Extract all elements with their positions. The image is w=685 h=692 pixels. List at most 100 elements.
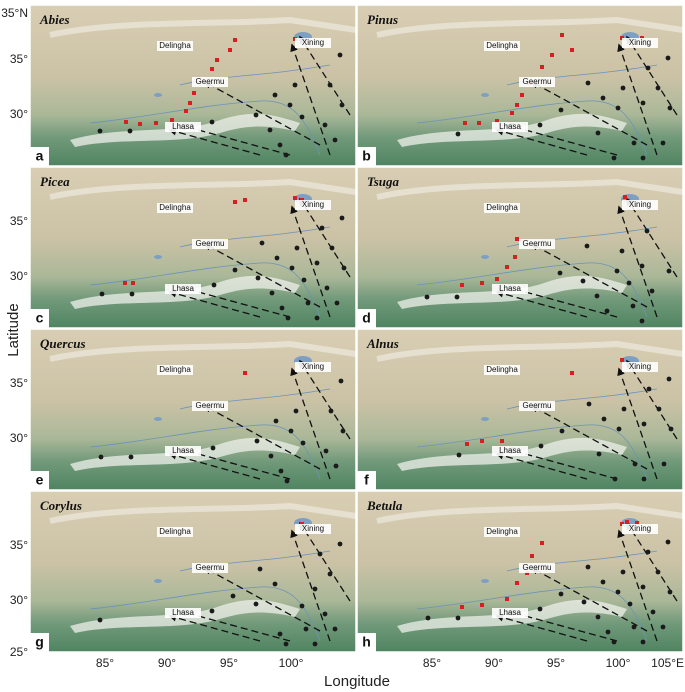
city-label: Geermu [523,77,552,86]
red-site [233,38,237,42]
red-site [540,65,544,69]
red-site [500,439,504,443]
city-label: Lhasa [499,122,521,131]
red-site [513,255,517,259]
city-label-box [492,608,528,618]
migration-arrow [168,127,261,156]
city-label-box [165,608,201,618]
migration-arrow [299,197,351,278]
black-site [665,539,671,545]
migration-arrow [495,127,588,156]
migration-arrow [178,446,291,480]
black-site [640,584,646,590]
migration-arrow [299,35,351,116]
black-site [277,142,283,148]
black-site [292,82,298,88]
red-site [138,122,142,126]
black-site [640,100,646,106]
black-site [332,137,338,143]
city-label-box [484,365,520,375]
black-site [267,127,273,133]
city-label-box [519,77,555,87]
black-site [319,225,325,231]
black-site [604,308,610,314]
black-site [537,122,543,128]
red-site [570,48,574,52]
black-site [339,102,345,108]
mountain-range [49,178,357,200]
black-site [538,443,544,449]
black-site [314,260,320,266]
city-label: Delingha [486,365,518,374]
y-tick-label: 35° [10,538,28,552]
red-site [480,439,484,443]
black-site [98,454,104,460]
city-label: Xining [302,200,324,209]
mountain-range [376,502,684,524]
red-site [505,265,509,269]
city-label: Lhasa [172,446,194,455]
panel-letter: f [364,472,369,488]
migration-arrow [626,35,678,116]
black-site [314,315,320,321]
city-label-box [165,446,201,456]
panel-letter-box [357,147,376,166]
black-site [644,228,650,234]
red-site [510,111,514,115]
city-label: Xining [302,524,324,533]
city-label-box [484,203,520,213]
black-site [209,608,215,614]
river [416,100,648,156]
black-site [274,255,280,261]
panel-letter-box [30,633,49,652]
city-label-box [622,362,658,372]
black-site [646,386,652,392]
migration-arrow [290,529,331,642]
city-label: Geermu [523,239,552,248]
genus-name: Betula [366,498,403,513]
x-axis-label: Longitude [324,673,390,690]
city-label: Xining [302,362,324,371]
black-site [299,603,305,609]
panel-border [29,4,357,167]
migration-arrow [168,289,261,318]
city-label-box [192,239,228,249]
black-site [329,245,335,251]
migration-arrow [290,367,331,480]
black-site [128,454,134,460]
city-label-box [622,38,658,48]
red-site [463,121,467,125]
black-site [232,267,238,273]
city-label-box [192,563,228,573]
panel-letter: a [36,148,44,164]
black-site [323,448,329,454]
panel-border [29,328,357,491]
city-label: Xining [629,38,651,47]
red-site [480,603,484,607]
y-tick-label: 30° [10,107,28,121]
panel-letter: d [362,310,371,326]
mountain-range [376,178,684,200]
black-site [333,463,339,469]
map-panel: Delingha Xining Geermu Lhasa Pinus b [356,4,684,167]
panel-letter-box [30,147,49,166]
panel-letter-box [357,309,376,328]
black-site [327,571,333,577]
river [416,424,648,480]
red-site [540,541,544,545]
black-site [641,421,647,427]
y-tick-label: 35°N [1,6,28,20]
red-site [635,521,639,525]
black-site [255,275,261,281]
city-label-box [192,401,228,411]
black-site [559,428,565,434]
panel-border [356,490,684,653]
black-site [277,631,283,637]
lake [154,579,162,583]
black-site [641,476,647,482]
black-site [283,641,289,647]
city-label: Geermu [523,563,552,572]
black-site [303,626,309,632]
city-label: Geermu [196,563,225,572]
